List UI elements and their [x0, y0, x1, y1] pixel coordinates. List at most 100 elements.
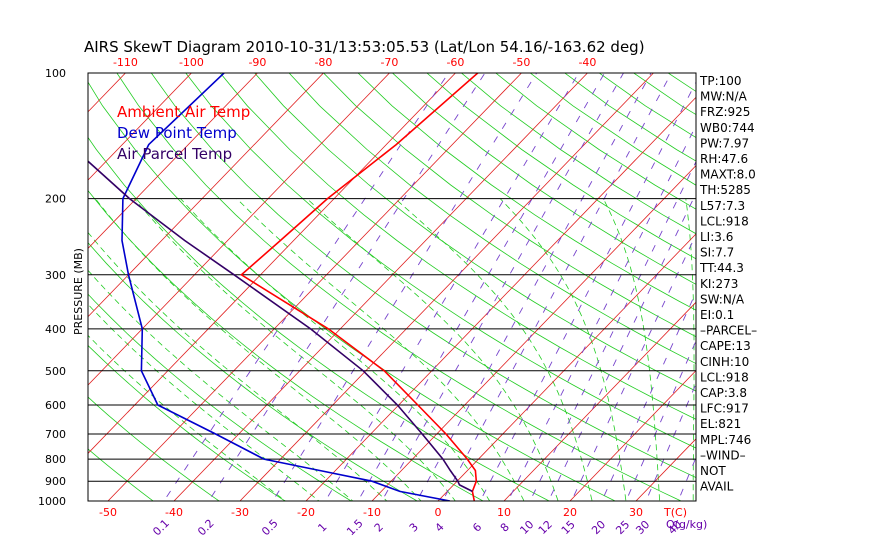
- dry-adiabat-line: [88, 136, 551, 501]
- index-item: CAP:3.8: [700, 386, 747, 400]
- y-axis-label: PRESSURE (MB): [72, 248, 85, 335]
- top-temp-tick-label: -110: [113, 56, 138, 69]
- top-temp-tick-label: -60: [446, 56, 464, 69]
- bottom-temp-tick-label: -10: [363, 506, 381, 519]
- dry-adiabat-line: [391, 73, 696, 285]
- mixing-ratio-line: [442, 73, 672, 501]
- dry-adiabat-line: [254, 73, 696, 392]
- bottom-temp-tick-label: -40: [165, 506, 183, 519]
- index-item: TH:5285: [699, 183, 751, 197]
- dry-adiabat-line: [357, 73, 696, 311]
- series-ambient-air-temp: [240, 73, 479, 501]
- mixing-ratio-label: 1.5: [344, 517, 366, 539]
- mixing-ratio-line: [357, 73, 606, 501]
- moist-adiabat-line: [180, 198, 491, 501]
- mixing-ratio-line: [645, 382, 696, 501]
- index-item: CAPE:13: [700, 339, 751, 353]
- moist-adiabat-line: [88, 269, 354, 501]
- dry-adiabat-line: [88, 396, 220, 501]
- mixing-ratio-label: 3: [407, 520, 421, 534]
- bottom-temp-tick-label: -50: [99, 506, 117, 519]
- bottom-temp-tick-label: -30: [231, 506, 249, 519]
- index-item: LCL:918: [700, 214, 749, 228]
- bottom-temp-tick-label: 10: [497, 506, 511, 519]
- isotherm-line: [569, 369, 696, 501]
- dry-adiabat-line: [88, 344, 286, 501]
- isotherm-lines: [0, 49, 870, 511]
- moist-adiabat-line: [133, 198, 456, 501]
- moist-adiabat-line: [394, 198, 593, 501]
- temp-unit-label: T(C): [663, 506, 687, 519]
- mixing-ratio-label: 20: [589, 518, 608, 537]
- index-item: CINH:10: [700, 355, 749, 369]
- mixing-ratio-label: 6: [470, 520, 484, 534]
- isotherm-line: [239, 73, 655, 501]
- moist-adiabat-line: [236, 198, 525, 501]
- moist-adiabat-line: [88, 334, 287, 501]
- dry-adiabat-line: [426, 73, 696, 260]
- index-item: LI:3.6: [700, 230, 733, 244]
- dry-adiabat-line: [88, 81, 617, 501]
- index-item: L57:7.3: [700, 199, 745, 213]
- mixing-ratio-label: 30: [633, 518, 652, 537]
- bottom-temp-tick-label: -20: [297, 506, 315, 519]
- moist-adiabat-line: [88, 231, 388, 501]
- mixing-ratio-label: 15: [559, 518, 578, 537]
- mixing-ratio-label: 12: [536, 518, 555, 537]
- index-item: AVAIL: [700, 480, 734, 494]
- isotherm-line: [305, 96, 696, 501]
- index-item: WB0:744: [700, 121, 755, 135]
- pressure-tick-label: 300: [45, 269, 66, 282]
- mixing-ratio-label: 25: [613, 518, 632, 537]
- isotherm-line: [0, 49, 83, 511]
- index-item: KI:273: [700, 277, 738, 291]
- legend-entry: Ambient Air Temp: [117, 103, 250, 121]
- moist-adiabat-line: [685, 198, 695, 501]
- isotherm-line: [88, 73, 325, 318]
- mixing-ratio-line: [272, 73, 538, 501]
- dry-adiabat-line: [88, 242, 418, 501]
- top-temp-tick-label: -100: [179, 56, 204, 69]
- index-item: SW:N/A: [700, 292, 745, 306]
- isotherm-line: [107, 73, 523, 501]
- pressure-tick-label: 800: [45, 453, 66, 466]
- mixing-ratio-line: [381, 73, 625, 501]
- mixing-ratio-label: 1: [315, 520, 329, 534]
- pressure-tick-label: 1000: [38, 495, 66, 508]
- mixing-ratio-line: [416, 73, 652, 501]
- index-item: LCL:918: [700, 370, 749, 384]
- legend-entry: Air Parcel Temp: [117, 145, 232, 163]
- pressure-tick-label: 600: [45, 399, 66, 412]
- top-temp-tick-label: -80: [314, 56, 332, 69]
- pressure-tick-label: 500: [45, 365, 66, 378]
- dry-adiabat-line: [185, 73, 696, 449]
- index-item: TT:44.3: [699, 261, 744, 275]
- index-item: RH:47.6: [700, 152, 748, 166]
- dry-adiabat-lines: [88, 73, 696, 501]
- legend: Ambient Air Temp Dew Point Temp Air Parcel…: [117, 103, 250, 163]
- mixing-ratio-line: [507, 124, 696, 501]
- moist-adiabat-line: [88, 303, 320, 501]
- pressure-tick-label: 700: [45, 428, 66, 441]
- mixing-ratio-label: 0.5: [259, 517, 281, 539]
- moist-adiabat-line: [306, 198, 559, 501]
- index-item: FRZ:925: [700, 105, 750, 119]
- index-item: –WIND–: [700, 448, 746, 462]
- chart-title: AIRS SkewT Diagram 2010-10-31/13:53:05.5…: [84, 38, 645, 56]
- mixing-ratio-label: 10: [517, 518, 536, 537]
- mixing-ratio-label: 8: [498, 520, 512, 534]
- mixing-ratio-label: 4: [433, 520, 447, 534]
- mixing-ratio-line: [547, 192, 696, 501]
- mixing-ratio-line: [570, 233, 696, 501]
- mixing-ratio-lines: [163, 73, 696, 501]
- isotherm-line: [759, 49, 870, 511]
- index-item: EL:821: [700, 417, 741, 431]
- mixing-ratio-line: [625, 339, 696, 501]
- dry-adiabat-line: [288, 73, 696, 365]
- isotherm-line: [88, 73, 391, 386]
- moist-adiabat-line: [94, 198, 422, 501]
- mixing-ratio-line: [601, 291, 696, 501]
- dry-adiabat-line: [88, 293, 352, 501]
- index-item: EI:0.1: [700, 308, 734, 322]
